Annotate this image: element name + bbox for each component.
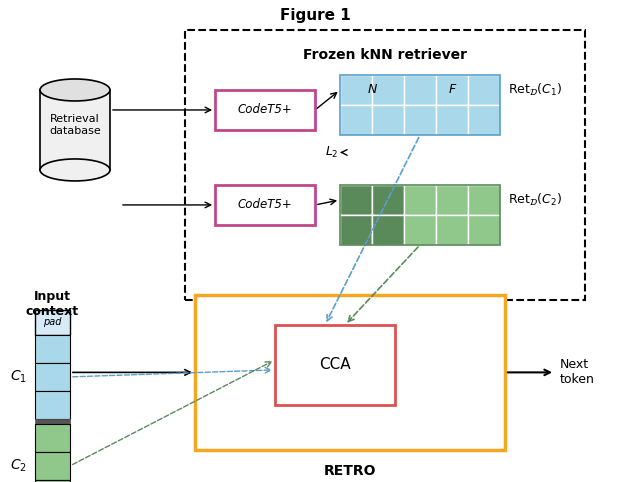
Text: N: N — [367, 83, 377, 96]
Bar — [436, 185, 468, 215]
Bar — [340, 185, 372, 215]
Text: Frozen kNN retriever: Frozen kNN retriever — [303, 48, 467, 62]
Text: CodeT5+: CodeT5+ — [238, 104, 292, 117]
Text: Input
context: Input context — [26, 290, 79, 318]
Bar — [35, 424, 70, 452]
Bar — [35, 363, 70, 391]
Bar — [436, 105, 468, 135]
Bar — [195, 295, 505, 450]
Bar — [35, 391, 70, 419]
Text: F: F — [449, 83, 455, 96]
Bar — [468, 215, 500, 245]
Text: CodeT5+: CodeT5+ — [238, 199, 292, 212]
Bar — [35, 480, 70, 482]
Bar — [436, 215, 468, 245]
Text: Figure 1: Figure 1 — [280, 8, 350, 23]
Bar — [404, 75, 436, 105]
Text: CCA: CCA — [319, 357, 351, 373]
Bar — [35, 452, 70, 480]
Bar — [40, 90, 110, 170]
Bar — [404, 105, 436, 135]
Bar — [215, 185, 315, 225]
Text: RETRO: RETRO — [324, 464, 376, 478]
Text: pad: pad — [43, 318, 62, 327]
Ellipse shape — [40, 159, 110, 181]
Bar — [372, 215, 404, 245]
Bar — [436, 75, 468, 105]
Text: Retrieval
database: Retrieval database — [49, 114, 101, 136]
Bar — [185, 30, 585, 300]
Text: $L_2$: $L_2$ — [325, 145, 339, 160]
Bar — [372, 185, 404, 215]
Text: $C_1$: $C_1$ — [10, 369, 27, 385]
Text: $\mathrm{Ret}_{\mathcal{D}}(C_2)$: $\mathrm{Ret}_{\mathcal{D}}(C_2)$ — [508, 192, 562, 208]
Bar — [404, 215, 436, 245]
Bar — [35, 310, 70, 335]
Bar — [340, 75, 372, 105]
Ellipse shape — [40, 79, 110, 101]
Bar — [35, 335, 70, 363]
Bar — [372, 185, 404, 215]
Bar — [468, 105, 500, 135]
Bar — [372, 105, 404, 135]
Bar — [468, 185, 500, 215]
Bar — [35, 419, 70, 424]
Bar — [340, 185, 500, 245]
Bar — [372, 215, 404, 245]
Bar — [340, 215, 372, 245]
Bar — [340, 215, 372, 245]
Bar — [372, 75, 404, 105]
Bar — [340, 105, 372, 135]
Bar — [340, 75, 500, 135]
Bar — [468, 75, 500, 105]
Bar — [215, 90, 315, 130]
Text: $C_2$: $C_2$ — [10, 458, 27, 474]
Bar — [404, 185, 436, 215]
Bar — [275, 325, 395, 405]
Bar — [340, 185, 372, 215]
Text: $\mathrm{Ret}_{\mathcal{D}}(C_1)$: $\mathrm{Ret}_{\mathcal{D}}(C_1)$ — [508, 82, 562, 98]
Text: Next
token: Next token — [560, 359, 595, 387]
